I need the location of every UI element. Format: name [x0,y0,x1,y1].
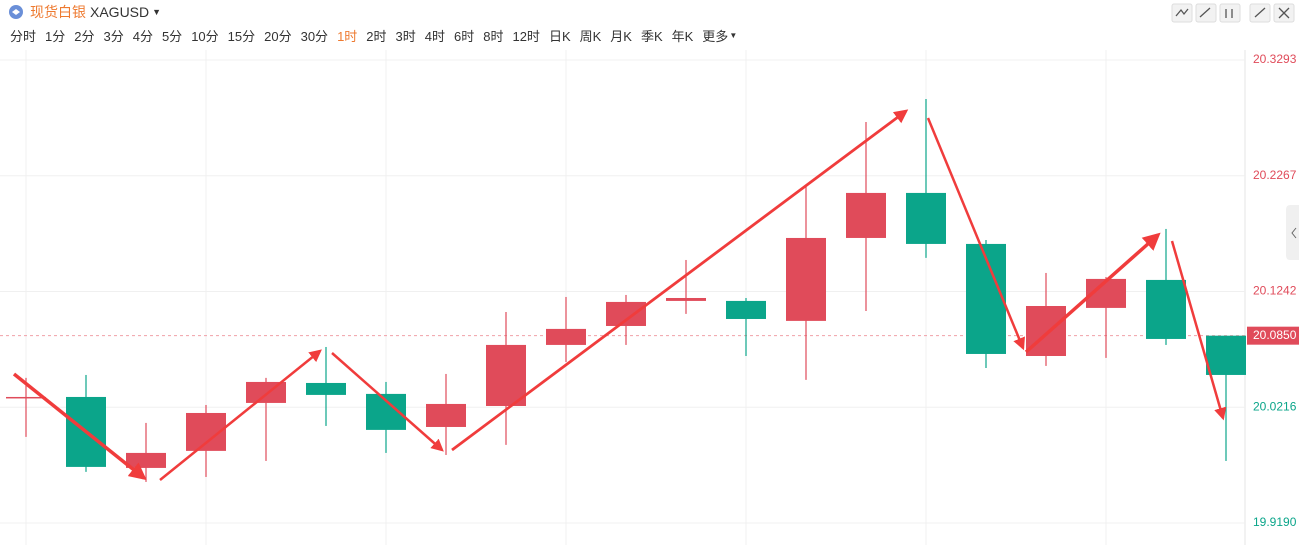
timeframe-button[interactable]: 日K [548,28,571,44]
current-price-label: 20.0850 [1253,328,1297,342]
instrument-symbol[interactable]: XAGUSD [90,4,150,20]
dropdown-caret[interactable]: ▼ [152,7,162,17]
timeframe-button[interactable]: 15分 [227,28,256,44]
timeframe-button[interactable]: 3时 [395,28,416,44]
timeframe-button[interactable]: 更多 [702,28,729,44]
window-icons [1175,7,1290,19]
candle-body [306,382,346,395]
timeframe-button[interactable]: 30分 [300,28,329,44]
timeframe-button[interactable]: 月K [610,28,632,44]
candle-body [1206,335,1246,375]
candle-body [606,301,646,326]
instrument-name: 现货白银 [30,4,86,20]
timeframe-button[interactable]: 10分 [191,28,219,44]
timeframe-button[interactable]: 1分 [45,28,66,44]
timeframe-button[interactable]: 周K [579,28,602,44]
candle-body [126,452,166,468]
timeframe-button[interactable]: 8时 [483,28,504,44]
candle-body [966,243,1006,354]
timeframe-button[interactable]: 4时 [424,28,445,44]
timeframe-button[interactable]: 3分 [103,28,124,44]
timeframe-button[interactable]: 季K [640,28,663,44]
window-buttons[interactable] [1171,3,1295,23]
timeframe-button[interactable]: 2时 [366,28,387,44]
dropdown-caret[interactable]: ▼ [729,30,738,40]
header: 现货白银 XAGUSD ▼ [8,2,161,22]
logo [9,5,23,19]
candle-body [486,344,526,406]
candle-body [546,328,586,345]
timeframe-button[interactable]: 6时 [454,28,475,44]
timeframe-button[interactable]: 1时 [337,28,358,44]
candle-body [426,403,466,427]
candle-body [666,297,706,301]
candle-body [726,300,766,319]
timeframe-button[interactable]: 年K [671,28,694,44]
timeframe-button[interactable]: 5分 [161,28,183,44]
toolbar: 分时 1分 2分 3分 4分 5分 10分 15分 20分 30分 1时 2时 3时 4时 6时 8时 12时日… [10,26,737,44]
y-tick-label: 20.1242 [1253,284,1297,298]
y-tick-label: 20.0216 [1253,399,1297,413]
candle-body [906,192,946,244]
candle-body [846,192,886,238]
y-tick-label: 20.2267 [1253,168,1297,182]
timeframe-button[interactable]: 12时 [512,28,540,44]
annotation-arrows [12,109,1227,481]
y-tick-label: 20.3293 [1253,52,1297,66]
current-price-box [1247,326,1299,345]
timeframe-button[interactable]: 20分 [264,28,292,44]
timeframe-button[interactable]: 2分 [74,28,95,44]
y-tick-label: 19.9190 [1253,515,1297,529]
candle-body [786,237,826,321]
side-tab-icon [1291,227,1297,239]
candle-body [1146,279,1186,339]
timeframe-button[interactable]: 分时 [10,28,37,44]
timeframe-button[interactable]: 4分 [132,28,153,44]
candle-body [6,396,46,399]
candle-body [246,381,286,403]
